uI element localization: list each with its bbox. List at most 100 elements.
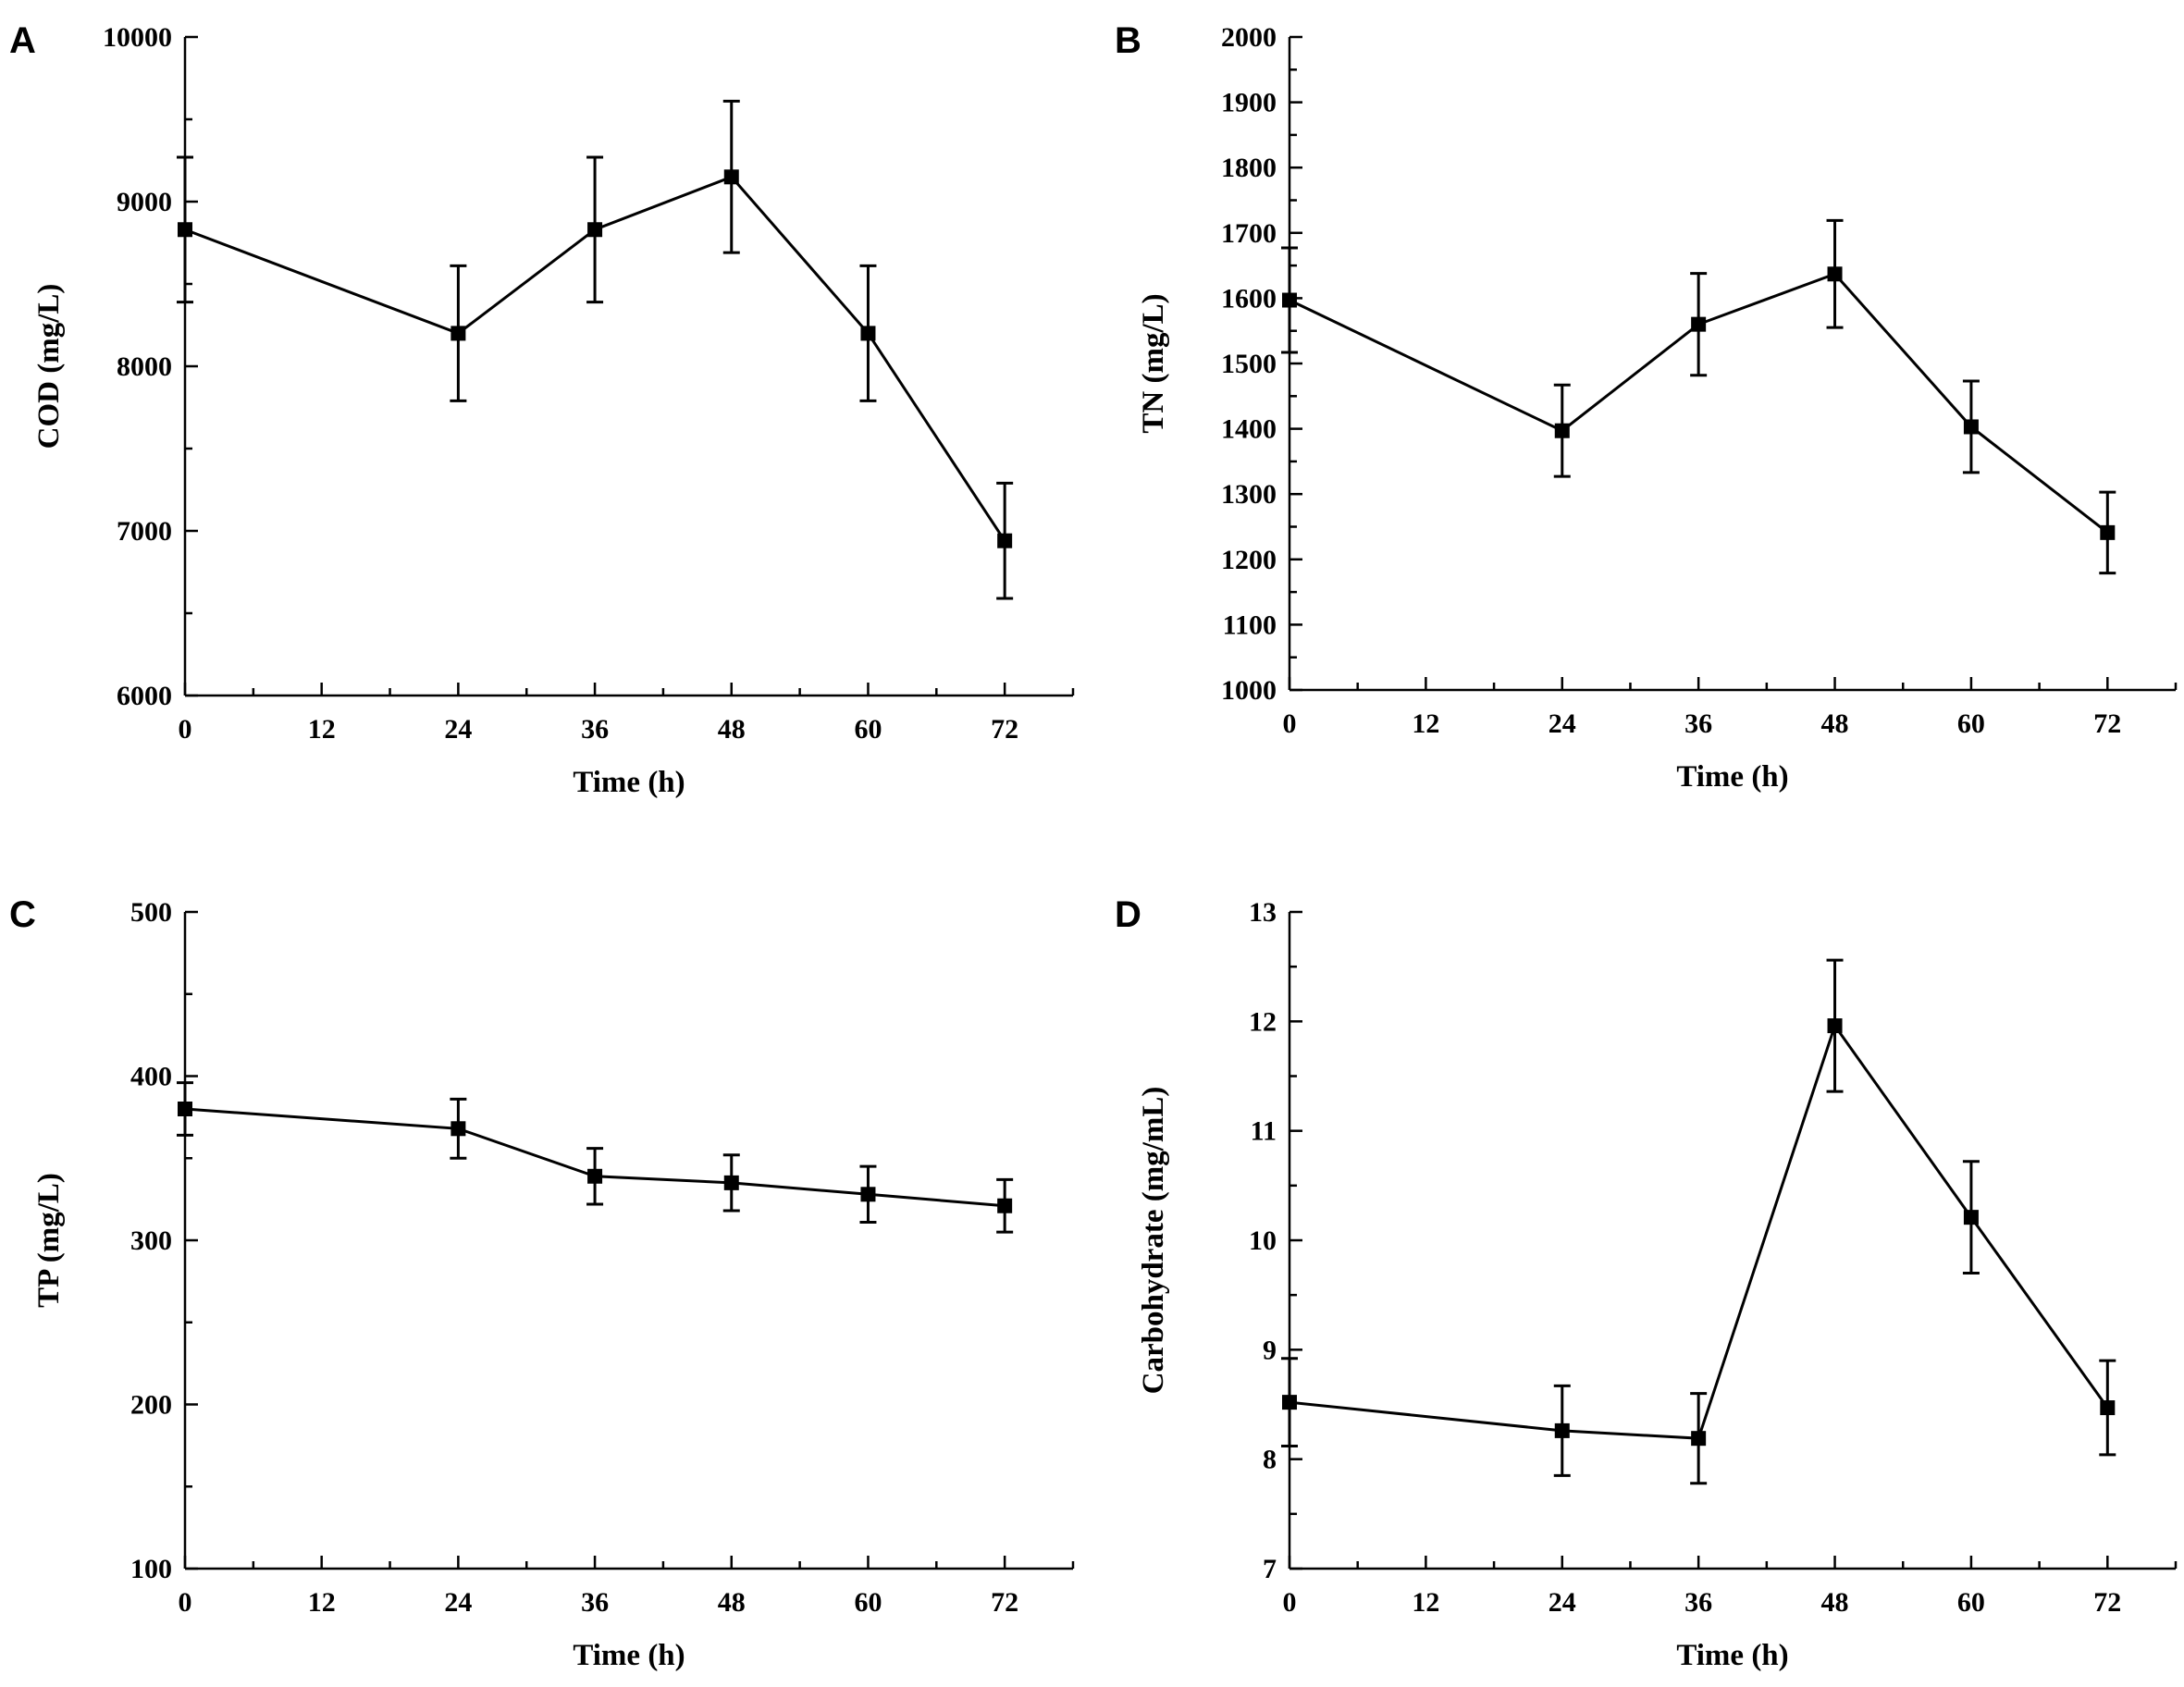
y-tick-label: 1600 xyxy=(1221,283,1277,314)
data-point-marker xyxy=(1691,316,1707,332)
x-tick-label: 0 xyxy=(1283,1587,1297,1618)
x-tick-label: 36 xyxy=(1684,1587,1712,1618)
x-tick-label: 24 xyxy=(1549,1587,1576,1618)
data-point-marker xyxy=(1554,423,1570,438)
x-tick-label: 12 xyxy=(1412,708,1439,739)
data-point-marker xyxy=(860,326,876,341)
data-point-marker xyxy=(1282,1395,1297,1410)
x-tick-label: 60 xyxy=(1957,708,1985,739)
y-tick-label: 200 xyxy=(130,1390,172,1421)
x-axis-title: Time (h) xyxy=(573,766,685,799)
x-tick-label: 48 xyxy=(718,1587,746,1618)
data-point-marker xyxy=(997,1198,1013,1213)
data-point-marker xyxy=(178,222,192,238)
y-tick-label: 7 xyxy=(1263,1554,1277,1584)
x-tick-label: 72 xyxy=(2093,708,2121,739)
x-tick-label: 36 xyxy=(581,714,609,745)
y-tick-label: 1500 xyxy=(1221,349,1277,379)
y-tick-label: 12 xyxy=(1249,1006,1277,1037)
data-point-marker xyxy=(1691,1431,1707,1447)
x-axis-title: Time (h) xyxy=(1676,760,1788,794)
x-tick-label: 72 xyxy=(991,714,1018,745)
x-tick-label: 72 xyxy=(991,1587,1018,1618)
data-point-marker xyxy=(2100,524,2116,540)
y-tick-label: 400 xyxy=(130,1062,172,1092)
x-axis-title: Time (h) xyxy=(573,1639,685,1672)
y-tick-label: 100 xyxy=(130,1554,172,1584)
data-point-marker xyxy=(587,1168,603,1184)
x-tick-label: 12 xyxy=(308,1587,336,1618)
panel-letter: A xyxy=(9,20,36,61)
y-tick-label: 11 xyxy=(1251,1116,1277,1147)
data-point-marker xyxy=(450,326,466,341)
y-tick-label: 6000 xyxy=(117,681,172,711)
y-tick-label: 10000 xyxy=(103,22,172,53)
y-tick-label: 8 xyxy=(1263,1445,1277,1475)
data-point-marker xyxy=(997,533,1013,548)
panel-letter: B xyxy=(1115,20,1141,61)
data-point-marker xyxy=(1282,292,1297,308)
x-tick-label: 60 xyxy=(854,1587,882,1618)
y-tick-label: 13 xyxy=(1249,897,1277,928)
x-tick-label: 24 xyxy=(444,1587,472,1618)
y-tick-label: 8000 xyxy=(117,351,172,382)
data-point-marker xyxy=(1827,266,1843,282)
y-tick-label: 1000 xyxy=(1221,675,1277,706)
data-point-marker xyxy=(860,1187,876,1202)
x-tick-label: 12 xyxy=(308,714,336,745)
y-tick-label: 300 xyxy=(130,1225,172,1256)
y-axis-title: TN (mg/L) xyxy=(1137,293,1170,433)
x-tick-label: 60 xyxy=(1957,1587,1985,1618)
series-line xyxy=(184,1107,1006,1208)
x-tick-label: 48 xyxy=(1821,708,1849,739)
x-tick-label: 36 xyxy=(1684,708,1712,739)
x-tick-label: 48 xyxy=(1821,1587,1849,1618)
series-line xyxy=(1289,272,2109,535)
x-tick-label: 24 xyxy=(1549,708,1576,739)
panel-letter: C xyxy=(9,894,36,935)
series-line xyxy=(1289,1022,2109,1440)
x-tick-label: 0 xyxy=(1283,708,1297,739)
y-tick-label: 1300 xyxy=(1221,479,1277,510)
y-axis-title: COD (mg/L) xyxy=(32,284,66,449)
y-tick-label: 1800 xyxy=(1221,153,1277,183)
data-point-marker xyxy=(2100,1400,2116,1416)
x-tick-label: 0 xyxy=(179,1587,192,1618)
chart-panel-b: B 0 12 24 36 48 60 72 1000 1100 1200 1300 1400 1500 16… xyxy=(1115,20,2178,794)
data-point-marker xyxy=(1963,419,1979,435)
panel-letter: D xyxy=(1115,894,1141,935)
x-tick-label: 12 xyxy=(1412,1587,1439,1618)
y-tick-label: 9000 xyxy=(117,187,172,217)
data-point-marker xyxy=(723,1175,739,1190)
y-tick-label: 2000 xyxy=(1221,22,1277,53)
x-tick-label: 48 xyxy=(718,714,746,745)
x-tick-label: 72 xyxy=(2093,1587,2121,1618)
y-tick-label: 10 xyxy=(1249,1225,1277,1256)
chart-panel-d: D 0 12 24 36 48 60 72 7 8 9 10 11 12 13 Time (h) Carbohy… xyxy=(1115,894,2178,1672)
data-point-marker xyxy=(1827,1018,1843,1034)
data-point-marker xyxy=(450,1121,466,1137)
data-point-marker xyxy=(178,1102,192,1116)
data-point-marker xyxy=(723,169,739,185)
data-point-marker xyxy=(1554,1422,1570,1438)
y-tick-label: 1100 xyxy=(1223,610,1277,640)
chart-panel-a: A 0 12 24 36 48 60 72 6000 7000 8000 9000 10000 Time … xyxy=(9,20,1075,799)
x-tick-label: 0 xyxy=(179,714,192,745)
y-tick-label: 1200 xyxy=(1221,545,1277,575)
data-point-marker xyxy=(1963,1210,1979,1225)
x-tick-label: 24 xyxy=(444,714,472,745)
y-tick-label: 9 xyxy=(1263,1335,1277,1365)
y-tick-label: 7000 xyxy=(117,516,172,547)
data-point-marker xyxy=(587,222,603,238)
y-tick-label: 1700 xyxy=(1221,218,1277,249)
y-tick-label: 500 xyxy=(130,897,172,928)
y-axis-title: TP (mg/L) xyxy=(32,1173,66,1308)
chart-panel-c: C 0 12 24 36 48 60 72 100 200 300 400 500 Time (h) TP … xyxy=(9,894,1075,1672)
x-tick-label: 60 xyxy=(854,714,882,745)
series-line xyxy=(184,175,1006,542)
y-tick-label: 1400 xyxy=(1221,414,1277,445)
y-axis-title: Carbohydrate (mg/mL) xyxy=(1137,1087,1170,1395)
x-axis-title: Time (h) xyxy=(1676,1639,1788,1672)
